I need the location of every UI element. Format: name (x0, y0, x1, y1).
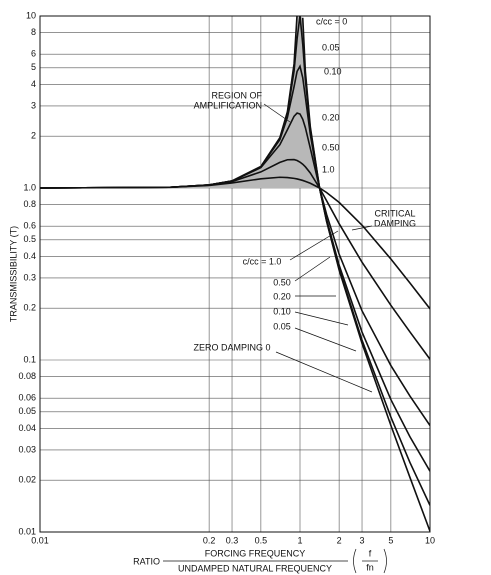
arrow (294, 311, 349, 326)
legend-label: c/cc = 0 (316, 16, 347, 26)
y-tick-label: 0.03 (18, 444, 36, 454)
plot-frame (39, 15, 431, 533)
amplification-region (40, 16, 320, 188)
x-axis-label: fn (366, 562, 374, 572)
y-tick-label: 0.8 (23, 199, 36, 209)
annotation: AMPLIFICATION (194, 100, 262, 110)
y-tick-label: 1.0 (23, 182, 36, 192)
curve (40, 176, 430, 310)
x-tick-label: 3 (360, 535, 365, 545)
curve (40, 64, 430, 472)
legend-label: 0.20 (322, 112, 340, 122)
x-tick-label: 2 (337, 535, 342, 545)
legend-label: 0.50 (322, 142, 340, 152)
x-tick-label: 0.5 (255, 535, 268, 545)
y-axis-label: TRANSMISSIBILITY (T) (8, 226, 18, 322)
y-tick-label: 0.1 (23, 354, 36, 364)
y-tick-label: 10 (26, 10, 36, 20)
y-tick-label: 4 (31, 79, 36, 89)
x-tick-label: 0.3 (226, 535, 239, 545)
curve (40, 112, 430, 426)
x-tick-label: 1 (297, 535, 302, 545)
x-tick-label: 0.01 (31, 535, 49, 545)
y-tick-label: 0.5 (23, 234, 36, 244)
y-tick-label: 0.2 (23, 303, 36, 313)
x-tick-label: 0.2 (203, 535, 216, 545)
y-tick-label: 0.3 (23, 272, 36, 282)
arrow (263, 103, 291, 123)
annotation: 0.20 (273, 291, 291, 301)
y-tick-label: 0.02 (18, 475, 36, 485)
paren (353, 548, 387, 574)
x-axis-label: FORCING FREQUENCY (205, 548, 306, 558)
annotation: 0.05 (273, 321, 291, 331)
y-tick-label: 5 (31, 62, 36, 72)
arrow (351, 225, 373, 231)
x-axis-label: RATIO (133, 556, 160, 566)
arrow (275, 351, 373, 393)
annotation: CRITICAL (374, 208, 415, 218)
y-tick-label: 0.6 (23, 221, 36, 231)
y-tick-label: 3 (31, 100, 36, 110)
y-tick-label: 2 (31, 131, 36, 141)
y-tick-label: 8 (31, 27, 36, 37)
y-tick-label: 0.08 (18, 371, 36, 381)
curve (40, 158, 430, 360)
x-axis-label: UNDAMPED NATURAL FREQUENCY (178, 563, 332, 573)
x-axis-label: f (369, 548, 372, 558)
y-tick-label: 0.04 (18, 423, 36, 433)
y-tick-label: 0.01 (18, 526, 36, 536)
x-tick-label: 5 (388, 535, 393, 545)
annotation: DAMPING (374, 218, 416, 228)
annotation: 0.10 (273, 306, 291, 316)
annotation: 0.50 (273, 277, 291, 287)
y-tick-label: 0.06 (18, 393, 36, 403)
annotation: c/cc = 1.0 (243, 256, 282, 266)
legend-label: 0.05 (322, 42, 340, 52)
y-tick-label: 6 (31, 49, 36, 59)
arrow (294, 327, 357, 352)
y-tick-label: 0.4 (23, 251, 36, 261)
x-tick-label: 10 (425, 535, 435, 545)
arrow (289, 230, 339, 261)
legend-label: 1.0 (322, 164, 335, 174)
y-tick-label: 0.05 (18, 406, 36, 416)
arrow (294, 256, 331, 282)
legend-label: 0.10 (324, 66, 342, 76)
curve (40, 16, 430, 506)
annotation: REGION OF (211, 90, 262, 100)
annotation: ZERO DAMPING 0 (193, 342, 270, 352)
